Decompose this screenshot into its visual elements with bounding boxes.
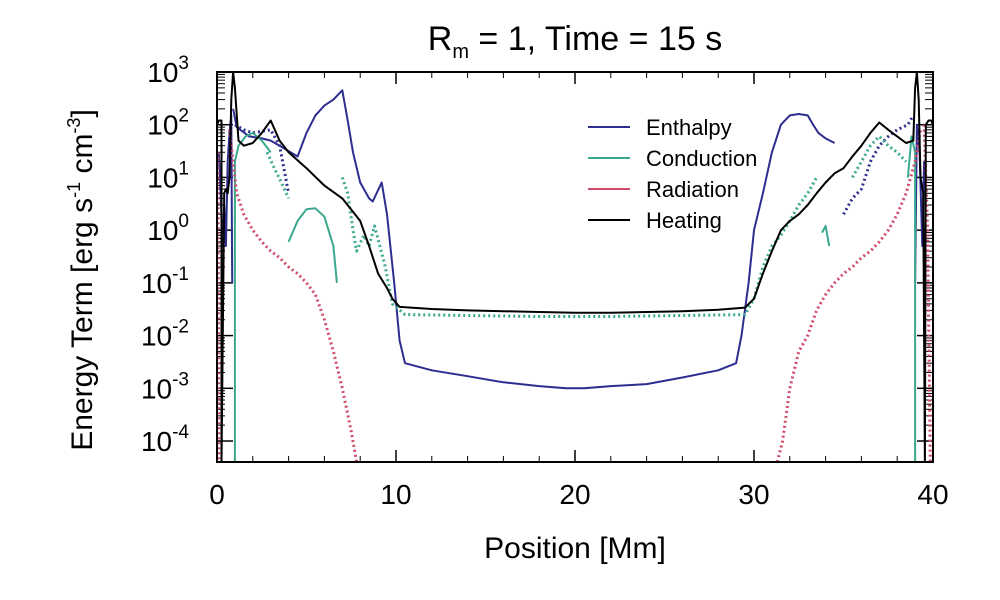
legend: Enthalpy Conduction Radiation Heating [588,115,757,233]
y-tick-label: 102 [147,106,189,141]
series-line-radiation [228,129,359,462]
x-tick-label: 0 [209,479,225,510]
chart-title-sub: m [452,41,469,63]
chart-title: Rm = 1, Time = 15 s [428,20,722,63]
y-tick-label: 10-4 [141,422,189,457]
y-axis-label-main: Energy Term [erg s [66,198,99,451]
legend-label-enthalpy: Enthalpy [646,115,732,140]
y-tick-label: 10-1 [141,264,189,299]
y-tick-label: 10-2 [141,317,189,352]
series-line-conduction [821,225,831,247]
axis-ticks: 0 10 20 30 40 10-4 10-3 10-2 10-1 100 101 102 103 [141,53,949,510]
x-tick-label: 20 [559,479,590,510]
series-line-heating [217,72,933,462]
plot-area [217,72,933,462]
y-axis-label: Energy Term [erg s-1 cm-3] [64,109,99,451]
y-tick-label: 100 [147,211,189,246]
y-axis-label-exp1: -1 [64,182,84,198]
x-tick-label: 30 [738,479,769,510]
series-line-radiation [217,152,221,462]
series-line-conduction [233,131,272,462]
x-tick-label: 40 [917,479,948,510]
legend-label-conduction: Conduction [646,146,757,171]
legend-label-radiation: Radiation [646,177,739,202]
series-line-enthalpy [842,114,915,216]
y-tick-label: 10-3 [141,369,189,404]
series-conduction [233,131,917,462]
series-heating [217,72,933,462]
series-line-radiation [775,129,922,462]
legend-label-heating: Heating [646,208,722,233]
y-axis-label-mid: cm [66,134,99,182]
series-line-enthalpy [234,123,291,194]
series-line-conduction [340,176,818,318]
series-line-conduction [265,151,290,200]
chart-title-rest: = 1, Time = 15 s [469,20,722,58]
series-enthalpy [217,89,927,390]
series-line-conduction [287,207,338,283]
y-axis-label-exp2: -3 [64,118,84,134]
y-axis-label-end: ] [66,109,99,117]
series-line-conduction [906,135,917,462]
series-line-conduction [851,134,908,179]
chart-title-main: R [428,20,453,58]
x-axis-label: Position [Mm] [484,532,666,565]
y-tick-label: 101 [147,158,189,193]
plot-frame [216,71,934,463]
series-radiation [217,124,932,462]
series-line-enthalpy [232,89,836,390]
x-tick-label: 10 [380,479,411,510]
y-tick-label: 103 [147,53,189,88]
